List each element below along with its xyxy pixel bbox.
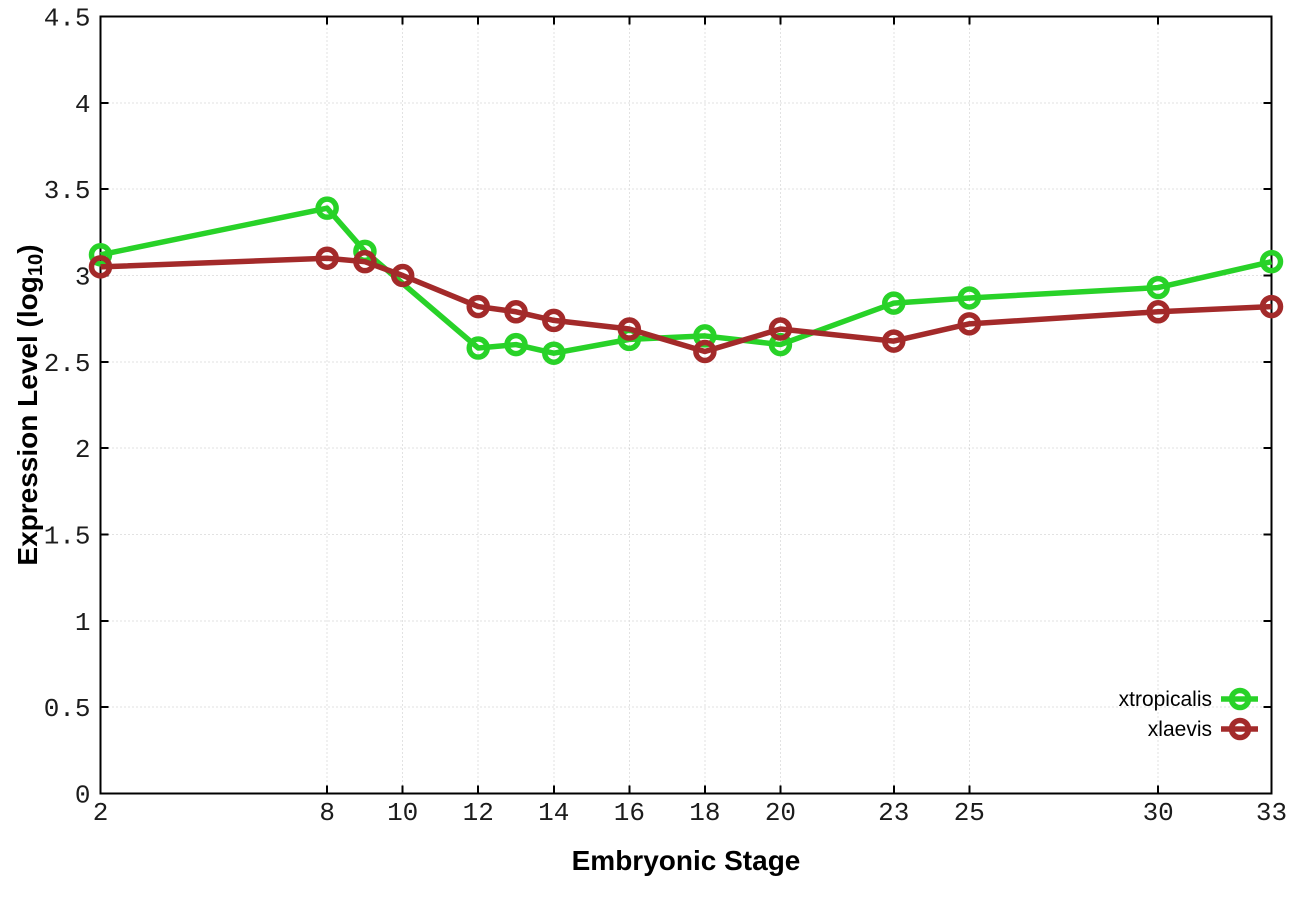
x-tick-label: 30 [1143, 798, 1174, 828]
data-point-xlaevis [882, 329, 906, 353]
x-tick-label: 16 [614, 798, 645, 828]
legend-marker-xlaevis [1228, 717, 1252, 741]
plot-border [99, 15, 1273, 795]
data-point-xtropicalis [882, 291, 906, 315]
data-point-xtropicalis [1259, 249, 1284, 274]
data-point-xtropicalis [504, 332, 528, 357]
x-tick-label: 14 [538, 798, 569, 828]
x-tick-label: 8 [319, 798, 335, 828]
data-point-xlaevis [466, 294, 490, 319]
data-point-xtropicalis [466, 336, 490, 360]
y-tick-label: 4.5 [44, 4, 91, 34]
data-point-xlaevis [1146, 300, 1170, 324]
data-point-xtropicalis [315, 196, 339, 220]
y-tick-label: 4 [75, 90, 91, 120]
x-tick-label: 23 [878, 798, 909, 828]
x-tick-label: 2 [93, 798, 109, 828]
x-tick-label: 20 [765, 798, 796, 828]
series-line-xtropicalis [99, 205, 1273, 356]
data-point-xlaevis [390, 263, 415, 288]
legend-marker-xtropicalis [1228, 687, 1252, 711]
x-tick-label: 25 [954, 798, 985, 828]
data-point-xtropicalis [1146, 275, 1170, 300]
data-point-xlaevis [353, 249, 377, 274]
y-tick-label: 1 [75, 608, 91, 638]
data-point-xlaevis [617, 317, 642, 341]
data-point-xlaevis [957, 312, 982, 336]
x-tick-label: 12 [463, 798, 494, 828]
x-axis-title: Embryonic Stage [571, 845, 801, 876]
data-point-xlaevis [693, 339, 717, 364]
legend-label-xlaevis: xlaevis [1148, 718, 1212, 741]
data-point-xlaevis [315, 246, 339, 270]
y-tick-label: 2 [75, 435, 91, 465]
y-tick-label: 0.5 [44, 694, 91, 724]
y-axis-title: Expression Level (log10) [12, 244, 48, 565]
y-tick-label: 2.5 [44, 349, 91, 379]
data-point-xlaevis [1259, 294, 1284, 319]
y-tick-label: 0 [75, 781, 91, 811]
y-axis-title-text: Expression Level (log [11, 276, 43, 566]
data-point-xtropicalis [957, 286, 982, 310]
x-tick-label: 18 [689, 798, 720, 828]
data-point-xtropicalis [88, 243, 113, 267]
data-point-xlaevis [504, 300, 528, 324]
data-point-xlaevis [768, 317, 793, 341]
x-tick-label: 33 [1256, 798, 1287, 828]
y-tick-label: 1.5 [44, 522, 91, 552]
data-point-xlaevis [88, 255, 113, 279]
y-axis-title-subscript: 10 [25, 253, 48, 277]
legend-label-xtropicalis: xtropicalis [1119, 688, 1212, 711]
x-tick-label: 10 [387, 798, 418, 828]
y-tick-label: 3 [75, 263, 91, 293]
y-tick-label: 3.5 [44, 176, 91, 206]
y-axis-title-close: ) [11, 244, 43, 254]
data-point-xlaevis [542, 308, 566, 333]
data-point-xtropicalis [542, 341, 566, 365]
